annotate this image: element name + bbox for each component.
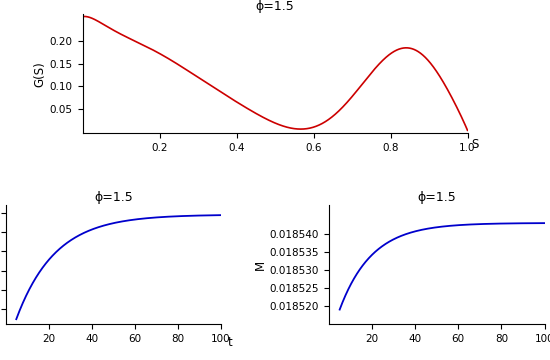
Text: t: t xyxy=(228,336,232,349)
Title: ϕ=1.5: ϕ=1.5 xyxy=(94,191,133,204)
Y-axis label: G(S): G(S) xyxy=(34,61,47,87)
Y-axis label: M: M xyxy=(254,260,267,270)
Text: S: S xyxy=(471,138,478,151)
Title: ϕ=1.5: ϕ=1.5 xyxy=(417,191,456,204)
Title: ϕ=1.5: ϕ=1.5 xyxy=(256,0,294,13)
